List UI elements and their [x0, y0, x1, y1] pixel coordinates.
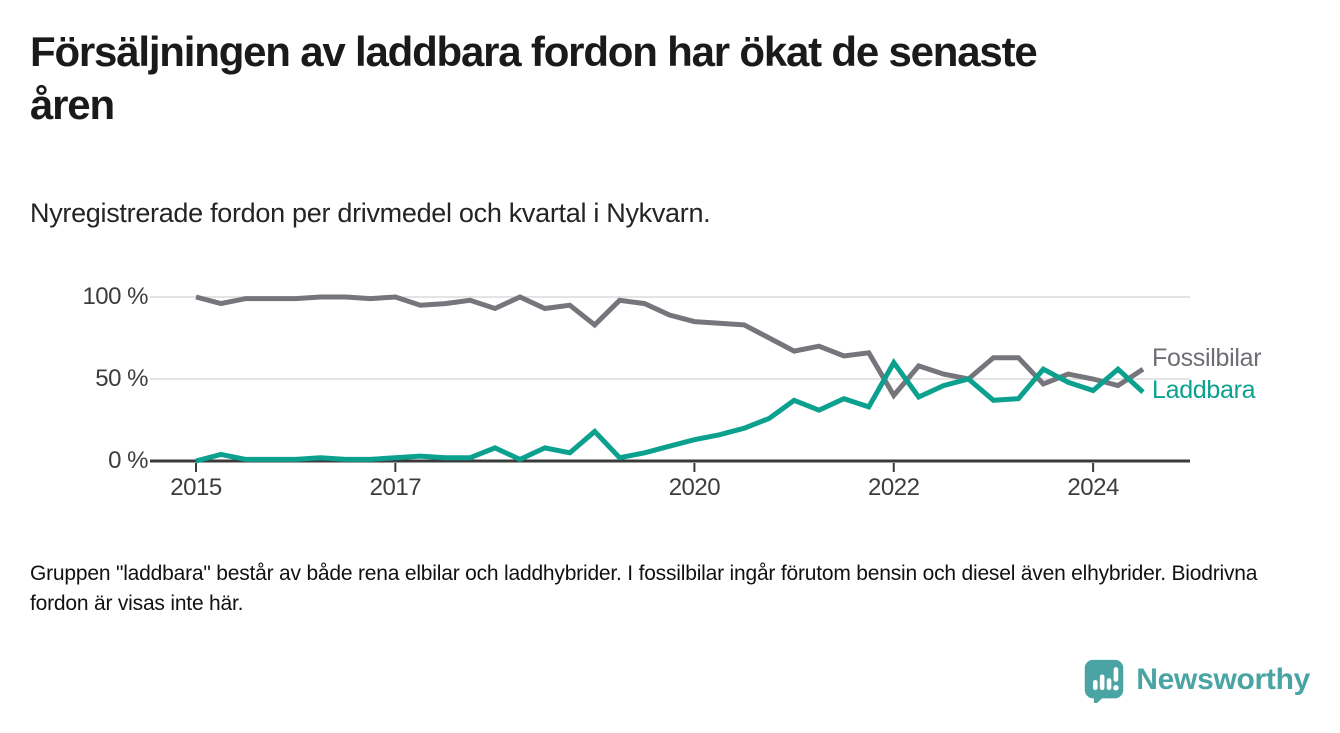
y-tick-label: 0 % [108, 447, 148, 474]
y-tick-label: 50 % [95, 365, 148, 392]
newsworthy-logo[interactable]: Newsworthy [1082, 656, 1310, 704]
x-tick-label: 2015 [170, 474, 222, 501]
y-tick-label: 100 % [82, 283, 148, 310]
newsworthy-bubble-chart-icon [1082, 657, 1126, 703]
x-tick-label: 2017 [369, 474, 422, 501]
page-title: Försäljningen av laddbara fordon har öka… [30, 28, 1038, 128]
footnote: Gruppen "laddbara" består av både rena e… [30, 562, 1258, 616]
newsworthy-wordmark: Newsworthy [1136, 663, 1310, 696]
x-tick-label: 2020 [668, 474, 721, 501]
page-subtitle: Nyregistrerade fordon per drivmedel och … [30, 198, 711, 228]
x-tick-label: 2024 [1067, 474, 1119, 501]
series-line-laddbara [195, 357, 1145, 464]
series-label-laddbara: Laddbara [1152, 376, 1256, 404]
series-label-fossilbilar: Fossilbilar [1152, 344, 1262, 372]
series-line-fossilbilar [195, 294, 1145, 400]
x-tick-label: 2022 [868, 474, 920, 501]
